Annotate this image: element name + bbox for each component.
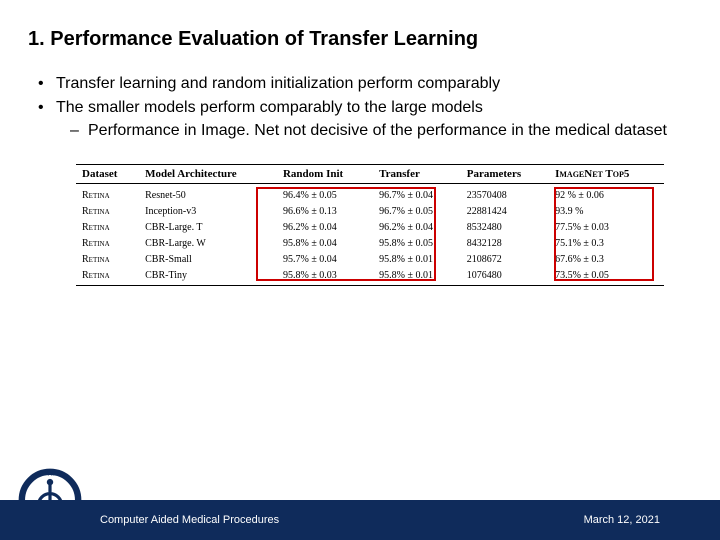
- cell-rand: 96.4% ± 0.05: [277, 183, 373, 203]
- cell-arch: Resnet-50: [139, 183, 277, 203]
- cell-params: 2108672: [461, 251, 549, 267]
- cell-xfer: 96.7% ± 0.04: [373, 183, 461, 203]
- cell-rand: 95.8% ± 0.04: [277, 235, 373, 251]
- cell-dataset: Retina: [76, 251, 139, 267]
- table-row: RetinaResnet-5096.4% ± 0.0596.7% ± 0.042…: [76, 183, 664, 203]
- bullet-item: Transfer learning and random initializat…: [42, 73, 692, 95]
- cell-top5: 92 % ± 0.06: [549, 183, 664, 203]
- footer-bar: Computer Aided Medical Procedures March …: [0, 500, 720, 540]
- cell-xfer: 95.8% ± 0.01: [373, 251, 461, 267]
- results-table-wrap: Dataset Model Architecture Random Init T…: [76, 164, 664, 286]
- footer-date: March 12, 2021: [584, 514, 660, 526]
- col-header-dataset: Dataset: [76, 164, 139, 183]
- cell-top5: 77.5% ± 0.03: [549, 219, 664, 235]
- cell-arch: CBR-Large. W: [139, 235, 277, 251]
- cell-dataset: Retina: [76, 183, 139, 203]
- cell-dataset: Retina: [76, 267, 139, 285]
- cell-rand: 95.7% ± 0.04: [277, 251, 373, 267]
- results-table: Dataset Model Architecture Random Init T…: [76, 164, 664, 286]
- cell-xfer: 95.8% ± 0.05: [373, 235, 461, 251]
- bullet-list: Transfer learning and random initializat…: [42, 73, 692, 142]
- cell-top5: 75.1% ± 0.3: [549, 235, 664, 251]
- bullet-item: The smaller models perform comparably to…: [42, 97, 692, 119]
- footer-org: Computer Aided Medical Procedures: [100, 514, 279, 526]
- cell-arch: Inception-v3: [139, 203, 277, 219]
- cell-params: 1076480: [461, 267, 549, 285]
- cell-xfer: 96.2% ± 0.04: [373, 219, 461, 235]
- cell-xfer: 96.7% ± 0.05: [373, 203, 461, 219]
- slide-title: 1. Performance Evaluation of Transfer Le…: [28, 28, 692, 51]
- cell-top5: 73.5% ± 0.05: [549, 267, 664, 285]
- cell-rand: 95.8% ± 0.03: [277, 267, 373, 285]
- cell-dataset: Retina: [76, 203, 139, 219]
- cell-dataset: Retina: [76, 219, 139, 235]
- svg-text:C A M P: C A M P: [38, 471, 62, 478]
- col-header-imagenet: ImageNet Top5: [549, 164, 664, 183]
- cell-xfer: 95.8% ± 0.01: [373, 267, 461, 285]
- cell-rand: 96.6% ± 0.13: [277, 203, 373, 219]
- cell-dataset: Retina: [76, 235, 139, 251]
- cell-top5: 67.6% ± 0.3: [549, 251, 664, 267]
- cell-params: 22881424: [461, 203, 549, 219]
- cell-arch: CBR-Small: [139, 251, 277, 267]
- table-row: RetinaInception-v396.6% ± 0.1396.7% ± 0.…: [76, 203, 664, 219]
- cell-rand: 96.2% ± 0.04: [277, 219, 373, 235]
- col-header-transfer: Transfer: [373, 164, 461, 183]
- cell-arch: CBR-Tiny: [139, 267, 277, 285]
- col-header-params: Parameters: [461, 164, 549, 183]
- cell-arch: CBR-Large. T: [139, 219, 277, 235]
- col-header-random: Random Init: [277, 164, 373, 183]
- cell-params: 8532480: [461, 219, 549, 235]
- table-row: RetinaCBR-Tiny95.8% ± 0.0395.8% ± 0.0110…: [76, 267, 664, 285]
- cell-params: 23570408: [461, 183, 549, 203]
- cell-top5: 93.9 %: [549, 203, 664, 219]
- table-row: RetinaCBR-Large. W95.8% ± 0.0495.8% ± 0.…: [76, 235, 664, 251]
- cell-params: 8432128: [461, 235, 549, 251]
- sub-bullet-item: Performance in Image. Net not decisive o…: [74, 120, 692, 142]
- col-header-arch: Model Architecture: [139, 164, 277, 183]
- table-row: RetinaCBR-Small95.7% ± 0.0495.8% ± 0.012…: [76, 251, 664, 267]
- table-row: RetinaCBR-Large. T96.2% ± 0.0496.2% ± 0.…: [76, 219, 664, 235]
